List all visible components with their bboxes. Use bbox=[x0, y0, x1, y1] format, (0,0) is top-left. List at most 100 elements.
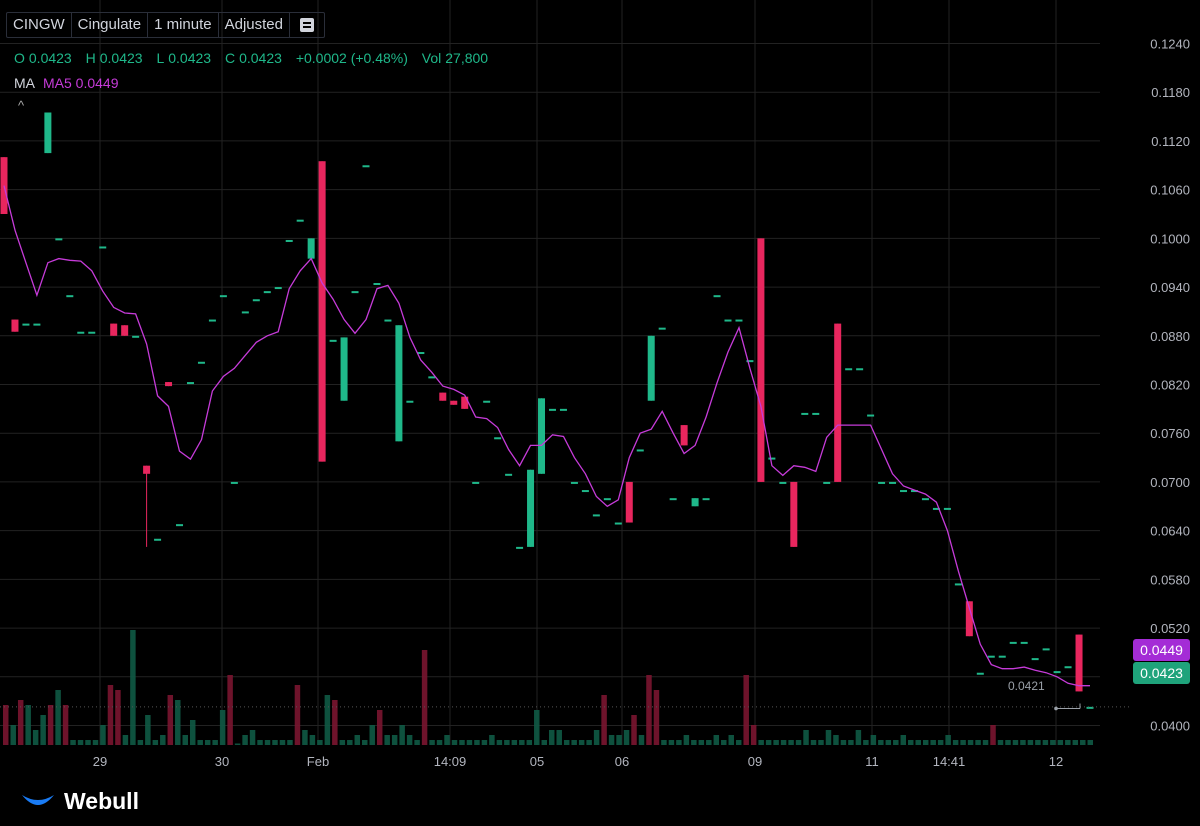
volume-bar bbox=[32, 730, 39, 745]
candle-body bbox=[428, 376, 436, 379]
interval-selector[interactable]: 1 minute bbox=[148, 13, 219, 37]
x-tick-label: 30 bbox=[215, 754, 229, 769]
volume-bar bbox=[668, 740, 675, 745]
volume-bar bbox=[369, 725, 375, 745]
volume-bar bbox=[324, 695, 331, 745]
candle-body bbox=[483, 400, 491, 403]
volume-bar bbox=[107, 685, 114, 745]
candle-body bbox=[274, 287, 282, 290]
volume-bar bbox=[549, 730, 555, 745]
candle-body bbox=[1053, 671, 1061, 674]
volume-bar bbox=[990, 725, 996, 745]
candle-body bbox=[581, 490, 589, 493]
candle-body bbox=[921, 498, 929, 501]
volume-bar bbox=[92, 740, 99, 745]
volume-bar bbox=[780, 740, 787, 745]
ma5-line bbox=[3, 185, 1090, 687]
candlesticks bbox=[0, 112, 1094, 709]
candle-body bbox=[538, 398, 546, 474]
volume-bar bbox=[481, 740, 488, 745]
volume-bar bbox=[1027, 740, 1034, 745]
candle-body bbox=[307, 238, 315, 259]
candle-body bbox=[603, 498, 611, 501]
volume-bar bbox=[1087, 740, 1093, 745]
volume-bar bbox=[436, 740, 443, 745]
volume-bar bbox=[735, 740, 742, 745]
candle-body bbox=[362, 165, 370, 168]
volume-bar bbox=[563, 740, 570, 745]
volume-bar bbox=[706, 740, 712, 745]
close-value: 0.0423 bbox=[239, 50, 282, 66]
candle-body bbox=[165, 382, 173, 387]
volume-bar bbox=[893, 740, 899, 745]
candle-body bbox=[702, 498, 710, 501]
volume-bar bbox=[646, 675, 652, 745]
candle-body bbox=[494, 437, 502, 440]
volume-bar bbox=[287, 740, 293, 745]
candle-body bbox=[1009, 641, 1017, 644]
candle-body bbox=[943, 507, 951, 510]
volume-bar bbox=[347, 740, 353, 745]
volume-bar bbox=[496, 740, 503, 745]
candle-body bbox=[351, 291, 359, 294]
volume-bar bbox=[152, 740, 159, 745]
volume-bar bbox=[3, 705, 9, 745]
volume-bar bbox=[870, 735, 877, 745]
volume-bar bbox=[459, 740, 465, 745]
candle-body bbox=[110, 323, 118, 336]
candle-body bbox=[900, 490, 908, 493]
volume-bar bbox=[922, 740, 929, 745]
volume-bar bbox=[1042, 740, 1049, 745]
candle-body bbox=[987, 655, 995, 658]
volume-bar bbox=[638, 735, 645, 745]
candle-body bbox=[1064, 666, 1072, 669]
x-tick-label: 06 bbox=[615, 754, 629, 769]
volume-bar bbox=[17, 700, 24, 745]
candle-body bbox=[417, 352, 425, 355]
candle-body bbox=[143, 465, 151, 474]
candle-body bbox=[461, 396, 469, 409]
volume-bar bbox=[234, 743, 241, 745]
volume-bar bbox=[212, 740, 218, 745]
volume-bar bbox=[399, 725, 405, 745]
volume-bar bbox=[1035, 740, 1041, 745]
y-tick-label: 0.0700 bbox=[1150, 475, 1190, 490]
candle-body bbox=[669, 498, 677, 501]
volume-bar bbox=[975, 740, 981, 745]
y-tick-label: 0.0880 bbox=[1150, 329, 1190, 344]
volume-bar bbox=[264, 740, 271, 745]
volume-bar bbox=[122, 735, 129, 745]
volume-bar bbox=[818, 740, 824, 745]
volume-bar bbox=[384, 735, 390, 745]
volume-bar bbox=[219, 710, 226, 745]
y-tick-label: 0.0400 bbox=[1150, 719, 1190, 734]
volume-bar bbox=[997, 740, 1004, 745]
volume-bar bbox=[429, 740, 435, 745]
x-tick-label: 14:41 bbox=[933, 754, 966, 769]
candle-body bbox=[55, 238, 63, 241]
candle-body bbox=[658, 327, 666, 330]
ma-legend[interactable]: MA MA5 0.0449 bbox=[14, 75, 119, 91]
candle-body bbox=[33, 323, 41, 326]
volume-bar bbox=[249, 730, 256, 745]
x-tick-label: Feb bbox=[307, 754, 329, 769]
candle-body bbox=[812, 412, 820, 415]
volume-bar bbox=[47, 705, 54, 745]
y-tick-label: 0.1060 bbox=[1150, 183, 1190, 198]
menu-button[interactable] bbox=[290, 13, 324, 37]
volume-bar bbox=[10, 725, 16, 745]
candle-body bbox=[680, 425, 688, 446]
volume-bar bbox=[863, 740, 869, 745]
volume-bar bbox=[788, 740, 794, 745]
symbol-label[interactable]: CINGW bbox=[7, 13, 72, 37]
adjust-selector[interactable]: Adjusted bbox=[219, 13, 290, 37]
y-axis-ticks: 0.1240 0.1180 0.1120 0.1060 0.1000 0.0940 0.08… bbox=[1054, 36, 1190, 734]
volume-bar bbox=[900, 735, 907, 745]
volume-bar bbox=[182, 735, 188, 745]
y-tick-label: 0.0580 bbox=[1150, 572, 1190, 587]
volume-bar bbox=[676, 740, 682, 745]
volume-bar bbox=[414, 740, 420, 745]
collapse-button[interactable]: ^ bbox=[18, 98, 25, 113]
volume-bar bbox=[1057, 740, 1064, 745]
